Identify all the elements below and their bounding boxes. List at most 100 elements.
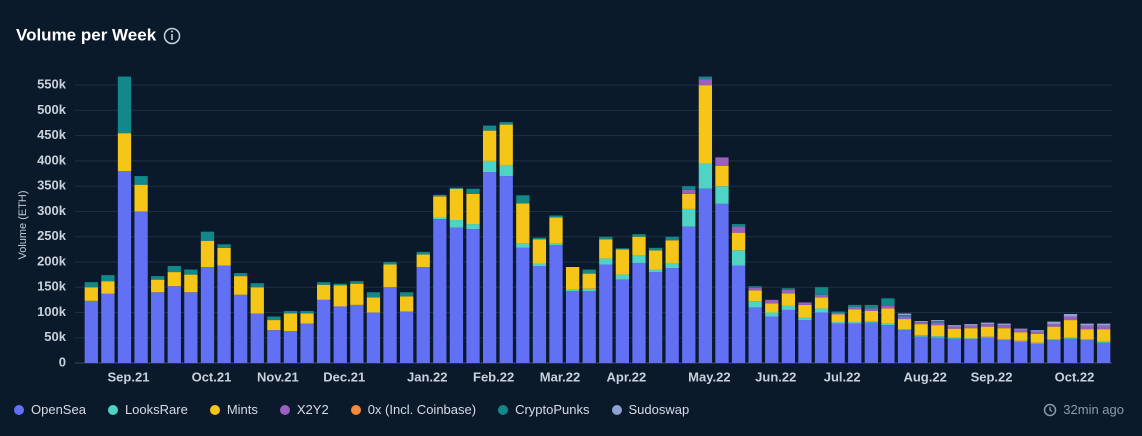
y-tick-label: 400k	[37, 152, 67, 167]
bar-segment	[333, 283, 347, 286]
bar-segment	[599, 258, 613, 265]
bar-segment	[1030, 342, 1044, 344]
legend-item[interactable]: Sudoswap	[611, 402, 690, 417]
y-tick-label: 450k	[37, 127, 67, 142]
x-tick-label: Oct.21	[192, 369, 232, 384]
bar-segment	[1047, 339, 1061, 341]
legend-item[interactable]: OpenSea	[14, 402, 86, 417]
bar-segment	[217, 247, 231, 266]
bar-segment	[482, 160, 497, 173]
info-icon[interactable]	[163, 27, 181, 45]
bar-segment	[466, 229, 480, 363]
bar-segment	[1047, 340, 1061, 363]
bar-segment	[798, 304, 812, 318]
x-tick-label: Nov.21	[257, 369, 299, 384]
bar-segment	[1014, 328, 1028, 330]
bar-segment	[399, 296, 414, 312]
bar-segment	[980, 322, 995, 325]
bar-segment	[399, 311, 414, 363]
bar-segment	[549, 217, 563, 244]
bar-segment	[1014, 329, 1028, 333]
legend-item[interactable]: Mints	[209, 402, 258, 417]
legend-label: 0x (Incl. Coinbase)	[367, 402, 477, 417]
bar-segment	[964, 339, 978, 363]
bar-segment	[1014, 332, 1028, 341]
legend-label: CryptoPunks	[515, 402, 590, 417]
legend-item[interactable]: CryptoPunks	[498, 402, 590, 417]
bar-segment	[765, 312, 779, 317]
legend-label: Sudoswap	[628, 402, 690, 417]
bar-segment	[1063, 316, 1078, 321]
bar-segment	[267, 320, 281, 331]
bar-segment	[698, 188, 713, 363]
y-tick-label: 50k	[44, 329, 66, 344]
clock-icon	[1044, 403, 1057, 416]
legend-item[interactable]: X2Y2	[279, 402, 329, 417]
bar-segment	[499, 124, 513, 165]
bar-segment	[134, 184, 148, 212]
bar-segment	[914, 322, 928, 325]
bar-segment	[101, 281, 115, 294]
bar-segment	[1097, 341, 1111, 343]
y-tick-label: 550k	[37, 77, 67, 92]
bar-segment	[997, 339, 1011, 341]
bar-segment	[1047, 321, 1061, 325]
bar-segment	[980, 326, 995, 337]
bar-segment	[947, 326, 961, 329]
bar-segment	[167, 272, 181, 287]
bar-segment	[151, 292, 165, 363]
bar-segment	[632, 255, 646, 263]
bar-segment	[482, 172, 497, 363]
bar-segment	[632, 234, 646, 237]
bar-segment	[814, 297, 829, 309]
bar-segment	[250, 313, 264, 363]
bar-segment	[748, 287, 762, 291]
bar-segment	[283, 313, 298, 332]
bar-segment	[482, 125, 497, 131]
bar-segment	[997, 328, 1011, 340]
bar-segment	[151, 276, 165, 280]
bar-segment	[300, 313, 314, 324]
bar-segment	[731, 250, 746, 266]
bar-segment	[317, 299, 331, 363]
bar-segment	[897, 315, 912, 317]
bar-segment	[964, 328, 978, 339]
x-tick-label: Feb.22	[473, 369, 514, 384]
bar-segment	[848, 309, 862, 323]
bar-segment	[283, 310, 298, 314]
bar-segment	[1080, 325, 1094, 330]
bar-segment	[648, 250, 663, 270]
updated: 32min ago	[1043, 402, 1124, 417]
bar-segment	[848, 306, 862, 310]
bar-segment	[383, 261, 397, 265]
bar-segment	[781, 289, 796, 294]
bar-segment	[499, 122, 513, 125]
bar-segment	[1030, 331, 1044, 334]
legend-item[interactable]: LooksRare	[107, 402, 188, 417]
bar-segment	[532, 263, 547, 267]
bar-segment	[931, 325, 945, 337]
bar-segment	[765, 316, 779, 363]
bar-segment	[101, 275, 115, 282]
bar-segment	[184, 274, 198, 293]
bar-segment	[350, 304, 364, 363]
bar-segment	[914, 335, 928, 337]
bar-segment	[947, 337, 961, 339]
bar-segment	[831, 311, 845, 313]
legend-swatch	[107, 404, 118, 415]
legend: OpenSea LooksRare Mints X2Y2 0x (Incl. Coinb…	[14, 402, 689, 417]
bar-segment	[648, 269, 663, 273]
bar-segment	[1014, 340, 1028, 342]
bar-segment	[449, 188, 464, 221]
y-tick-label: 0	[59, 354, 66, 369]
bar-segment	[615, 249, 630, 275]
bar-segment	[748, 286, 762, 288]
bar-segment	[217, 244, 231, 248]
legend-item[interactable]: 0x (Incl. Coinbase)	[350, 402, 477, 417]
x-tick-label: Aug.22	[903, 369, 946, 384]
bar-segment	[964, 324, 978, 326]
bar-segment	[931, 320, 945, 322]
bar-segment	[283, 331, 298, 363]
bar-segment	[134, 211, 148, 363]
bar-segment	[748, 307, 762, 363]
